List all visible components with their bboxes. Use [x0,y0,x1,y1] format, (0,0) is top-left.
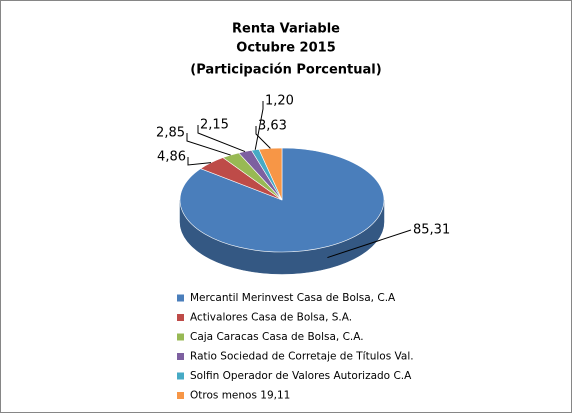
leader-line [255,126,271,149]
data-label: 3,63 [258,119,287,134]
leader-line [186,133,231,156]
chart-title: (Participación Porcentual) [190,63,381,78]
leader-line [197,125,246,153]
slice-top [258,147,283,201]
legend-label: Mercantil Merinvest Casa de Bolsa, C.A [190,292,396,304]
leader-line [327,229,412,259]
legend-label: Caja Caracas Casa de Bolsa, C.A. [190,331,364,343]
legend-swatch [177,294,184,302]
chart-title: Renta Variable [232,22,340,37]
data-label: 2,15 [200,118,229,133]
data-label: 2,85 [156,126,185,141]
legend-label: Ratio Sociedad de Corretaje de Títulos V… [190,351,414,363]
leader-line [187,157,212,166]
data-label: 85,31 [413,223,450,238]
legend-swatch [177,372,184,380]
pie-slice [258,147,283,201]
legend-label: Otros menos 19,11 [190,390,290,402]
legend-label: Activalores Casa de Bolsa, S.A. [190,312,352,324]
data-label: 1,20 [265,94,294,109]
legend-swatch [177,392,184,399]
legend-swatch [177,333,184,341]
chart-title: Octubre 2015 [236,41,335,56]
legend-label: Solfin Operador de Valores Autorizado C.… [190,370,412,382]
legend-swatch [177,353,184,360]
data-label: 4,86 [157,150,186,165]
legend-swatch [177,314,184,321]
